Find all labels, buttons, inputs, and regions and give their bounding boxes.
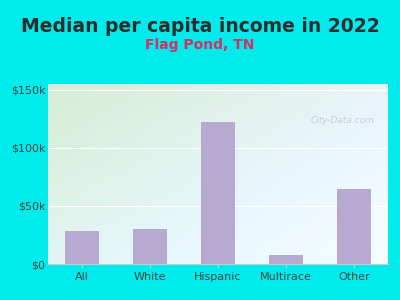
Text: Flag Pond, TN: Flag Pond, TN (145, 38, 255, 52)
Bar (269, 255, 303, 264)
Bar (201, 122, 235, 264)
Bar (65, 232, 99, 264)
Text: City-Data.com: City-Data.com (310, 116, 374, 125)
Text: Median per capita income in 2022: Median per capita income in 2022 (21, 16, 379, 35)
Bar (337, 188, 371, 264)
Bar (133, 229, 167, 264)
